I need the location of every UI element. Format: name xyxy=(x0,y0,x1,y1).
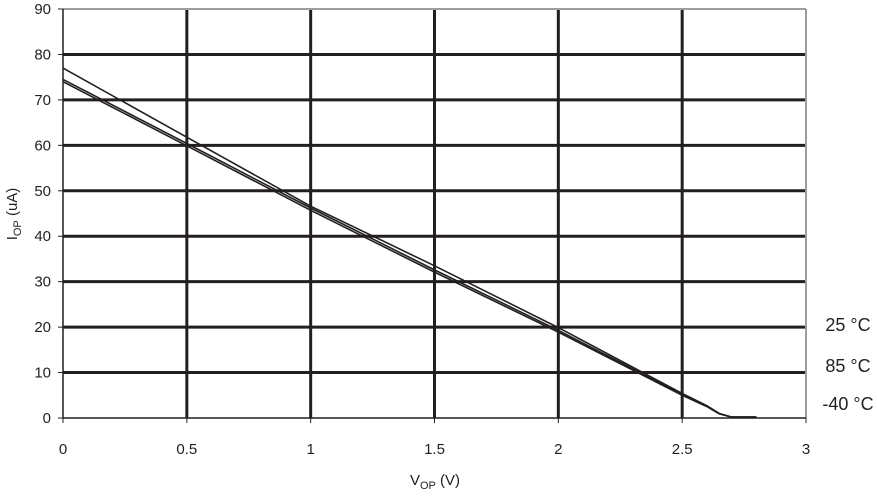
x-tick-labels: 0 0.5 1 1.5 2 2.5 3 xyxy=(59,441,810,458)
y-tick-label: 60 xyxy=(34,137,51,154)
plot-frame xyxy=(58,8,807,423)
legend: 25 °C 85 °C -40 °C xyxy=(822,315,873,414)
x-tick-label: 3 xyxy=(802,441,810,458)
legend-item: 85 °C xyxy=(825,356,870,376)
y-axis-label-main: I xyxy=(4,236,21,240)
x-tick-label: 0 xyxy=(59,441,67,458)
x-tick-label: 0.5 xyxy=(176,441,197,458)
y-tick-label: 90 xyxy=(34,1,51,18)
y-tick-label: 50 xyxy=(34,183,51,200)
series-line-2 xyxy=(62,80,757,418)
x-axis-label-main: V xyxy=(410,472,420,489)
grid xyxy=(63,9,806,418)
x-tick-label: 2.5 xyxy=(672,441,693,458)
y-axis-label-unit: (uA) xyxy=(4,188,21,221)
y-tick-label: 70 xyxy=(34,92,51,109)
y-axis-label-sub: OP xyxy=(12,220,24,236)
x-axis-label-unit: (V) xyxy=(436,472,460,489)
series-line-0 xyxy=(62,67,757,418)
y-tick-labels: 0 10 20 30 40 50 60 70 80 90 xyxy=(34,1,51,427)
y-tick-label: 0 xyxy=(43,410,51,427)
x-tick-label: 2 xyxy=(554,441,562,458)
y-tick-label: 40 xyxy=(34,228,51,245)
x-tick-label: 1.5 xyxy=(424,441,445,458)
y-axis-label: IOP (uA) xyxy=(4,188,24,241)
series-lines xyxy=(62,67,757,418)
y-tick-label: 80 xyxy=(34,46,51,63)
legend-item: 25 °C xyxy=(825,315,870,335)
x-axis-label: VOP (V) xyxy=(410,472,460,492)
y-tick-label: 10 xyxy=(34,365,51,382)
series-line-1 xyxy=(62,78,757,418)
x-axis-label-sub: OP xyxy=(420,480,436,492)
y-tick-label: 30 xyxy=(34,274,51,291)
legend-item: -40 °C xyxy=(822,394,873,414)
y-tick-label: 20 xyxy=(34,319,51,336)
x-tick-label: 1 xyxy=(306,441,314,458)
